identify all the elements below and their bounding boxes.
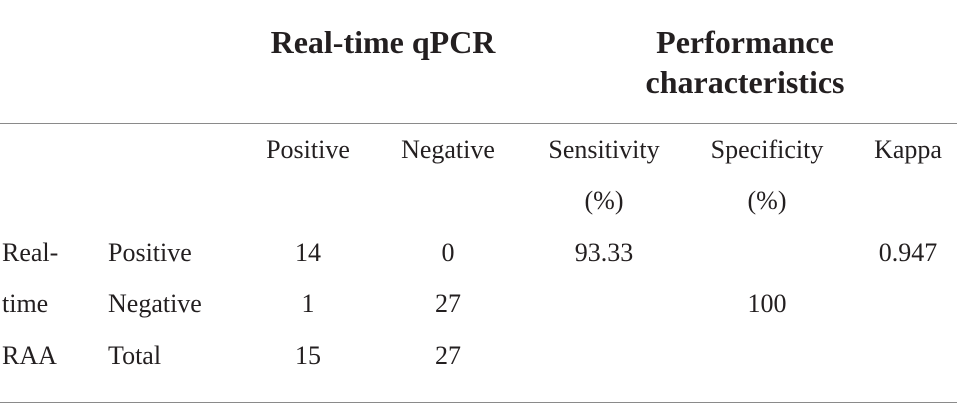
bottom-rule	[0, 402, 957, 403]
cell-kappa-value: 0.947	[878, 238, 938, 267]
col-header-negative: Negative	[401, 135, 495, 164]
group-header-reference: Real-time qPCR	[270, 24, 496, 60]
cell-total-positive: 15	[295, 341, 321, 370]
row-label-total: Total	[108, 341, 162, 370]
header-rule	[0, 123, 957, 124]
stub-line2: time	[2, 289, 49, 318]
cell-negative-negative: 27	[435, 289, 461, 318]
cell-specificity-value: 100	[747, 289, 787, 318]
stub-line1: Real-	[2, 238, 59, 267]
col-header-sensitivity-unit: (%)	[584, 186, 624, 215]
cell-positive-negative: 0	[441, 238, 455, 267]
row-label-positive: Positive	[108, 238, 192, 267]
cell-sensitivity-value: 93.33	[574, 238, 634, 267]
cell-total-negative: 27	[435, 341, 461, 370]
col-header-sensitivity: Sensitivity	[548, 135, 660, 164]
col-header-specificity-unit: (%)	[747, 186, 787, 215]
cell-negative-positive: 1	[301, 289, 315, 318]
row-label-negative: Negative	[108, 289, 202, 318]
group-header-performance-line2: characteristics	[645, 64, 845, 100]
group-header-performance-line1: Performance	[656, 24, 834, 60]
col-header-positive: Positive	[266, 135, 350, 164]
stub-line3: RAA	[2, 341, 57, 370]
cell-positive-positive: 14	[295, 238, 321, 267]
col-header-specificity: Specificity	[710, 135, 824, 164]
col-header-kappa: Kappa	[874, 135, 942, 164]
